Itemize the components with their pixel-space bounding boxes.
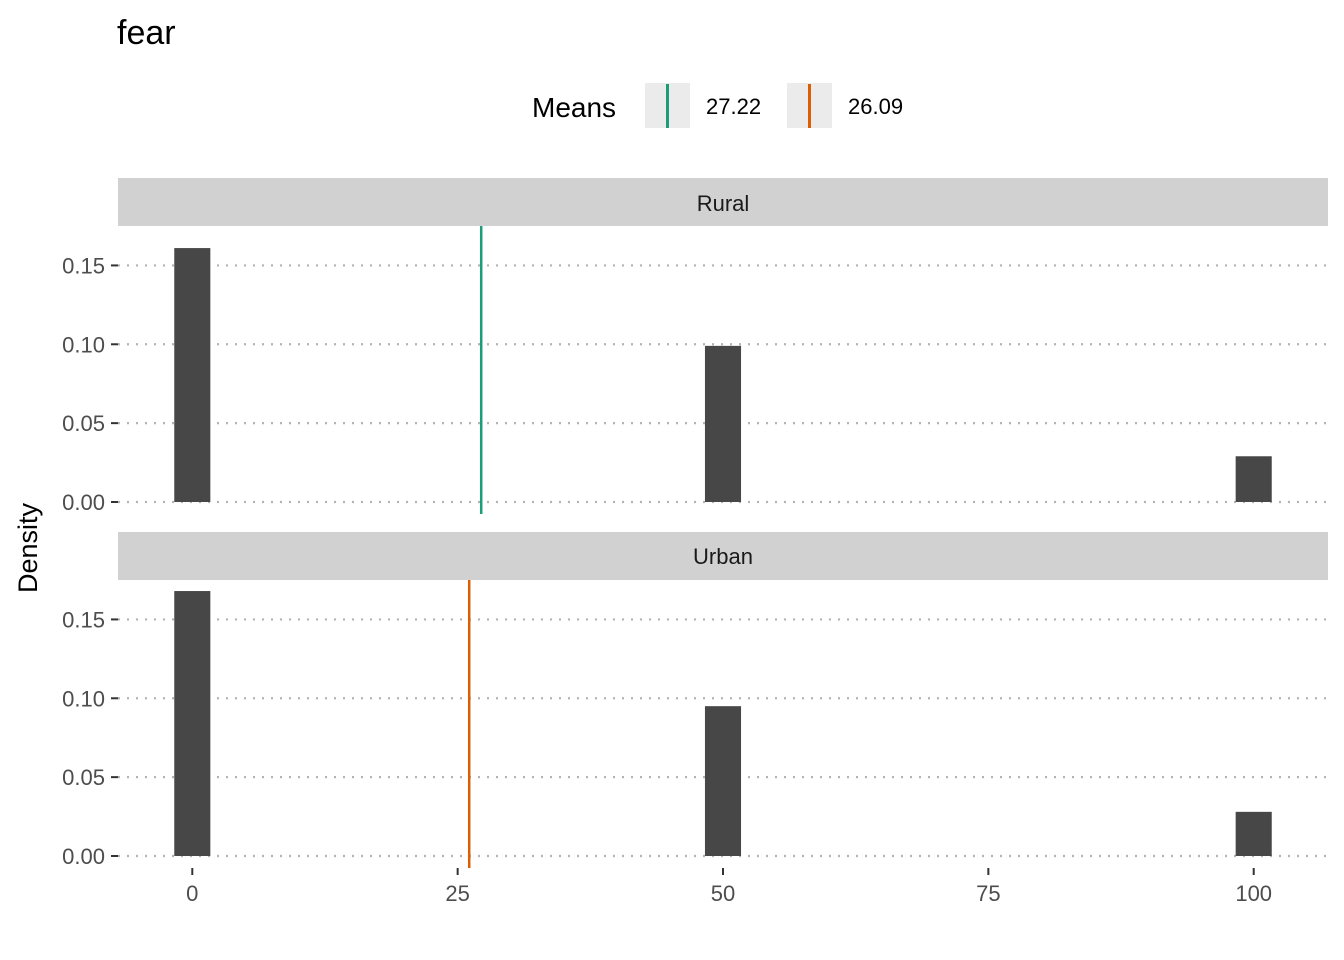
bar (1235, 811, 1272, 856)
y-tick-label: 0.10 (62, 686, 105, 711)
y-tick-label: 0.05 (62, 765, 105, 790)
y-tick-label: 0.15 (62, 607, 105, 632)
panel-rural: Rural 0.00 0.05 0.10 0.15 (62, 178, 1328, 515)
bar (1235, 456, 1272, 502)
legend: Means 27.22 26.09 (532, 83, 903, 128)
y-tick-label: 0.00 (62, 490, 105, 515)
chart-title: fear (117, 14, 176, 52)
bar (704, 706, 742, 856)
y-tick-label: 0.15 (62, 253, 105, 278)
strip-urban (118, 532, 1328, 580)
x-tick-label: 25 (445, 881, 469, 906)
bar (704, 345, 742, 502)
panel-urban: Urban 0.00 0.05 0.10 0.15 (62, 532, 1328, 869)
x-tick-label: 100 (1235, 881, 1272, 906)
bar (174, 248, 211, 502)
y-tick-label: 0.10 (62, 332, 105, 357)
strip-rural (118, 178, 1328, 226)
legend-title: Means (532, 92, 616, 123)
strip-label-urban: Urban (693, 544, 753, 569)
legend-label-2: 26.09 (848, 94, 903, 119)
x-axis: 0 25 50 75 100 (186, 868, 1272, 906)
bar (174, 591, 211, 856)
y-axis-title: Density (13, 502, 43, 593)
x-tick-label: 0 (186, 881, 198, 906)
x-tick-label: 75 (976, 881, 1000, 906)
y-tick-label: 0.05 (62, 411, 105, 436)
legend-label-1: 27.22 (706, 94, 761, 119)
strip-label-rural: Rural (697, 191, 750, 216)
y-tick-label: 0.00 (62, 844, 105, 869)
x-tick-label: 50 (711, 881, 735, 906)
